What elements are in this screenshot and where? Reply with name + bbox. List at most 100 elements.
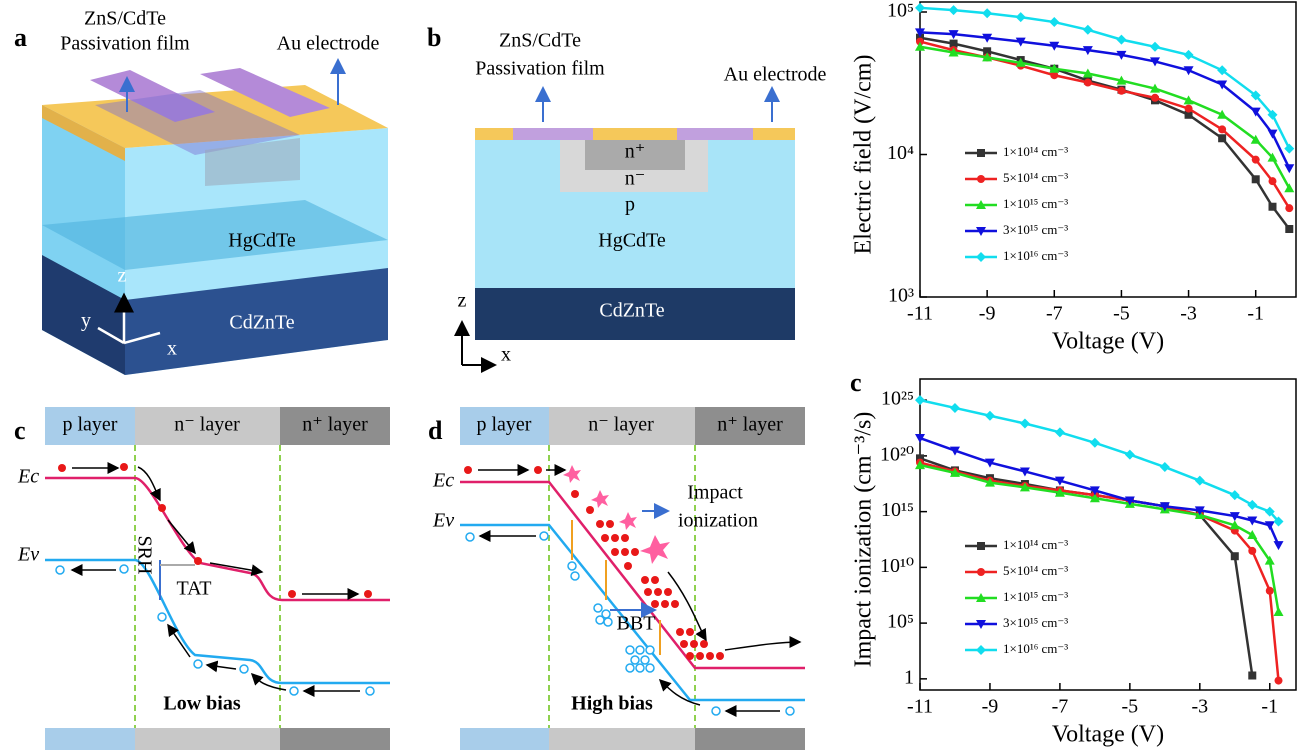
marker xyxy=(1218,134,1227,143)
y-tick-label: 10¹⁵ xyxy=(881,499,914,521)
layer-bar xyxy=(280,728,390,750)
marker xyxy=(1049,41,1060,51)
marker xyxy=(1184,110,1193,119)
electrode xyxy=(753,128,795,140)
marker xyxy=(1267,129,1278,139)
label: CdZnTe xyxy=(599,300,664,322)
marker xyxy=(1217,80,1228,90)
plot-frame xyxy=(919,378,1297,691)
label: HgCdTe xyxy=(228,230,296,252)
x-axis-title: Voltage (V) xyxy=(1052,329,1164,355)
label: Passivation film xyxy=(475,58,605,80)
label: HgCdTe xyxy=(598,230,666,252)
marker xyxy=(948,5,959,16)
axis-arrow xyxy=(123,331,161,345)
axis-label: x xyxy=(167,338,177,360)
marker xyxy=(1194,506,1205,516)
marker xyxy=(976,645,986,655)
marker xyxy=(1019,418,1030,429)
passivation xyxy=(513,128,593,140)
junction-region xyxy=(95,90,300,155)
marker xyxy=(915,41,925,51)
marker xyxy=(1019,482,1030,492)
layer-bar xyxy=(695,407,805,445)
y-tick-label: 10²⁵ xyxy=(881,388,914,410)
y-axis-title: Electric field (V/cm) xyxy=(851,55,877,255)
series-line xyxy=(919,36,1291,230)
marker xyxy=(1268,202,1277,211)
legend-label: 1×10¹⁵ cm⁻³ xyxy=(1003,589,1068,604)
x-tick-label: -11 xyxy=(907,303,933,325)
marker xyxy=(1089,493,1100,503)
marker xyxy=(1251,155,1260,164)
x-tick-label: -5 xyxy=(1122,696,1139,718)
band-label: Ev xyxy=(17,544,39,566)
band-label: Ec xyxy=(17,466,39,488)
electrons xyxy=(58,463,372,598)
label: Au electrode xyxy=(277,33,380,55)
marker xyxy=(1150,83,1160,93)
marker xyxy=(1229,490,1240,501)
marker xyxy=(1285,225,1294,234)
marker xyxy=(948,47,959,57)
marker xyxy=(1273,516,1284,527)
layer-label: p layer xyxy=(477,414,532,436)
marker xyxy=(1089,437,1100,448)
marker xyxy=(1274,676,1283,685)
marker xyxy=(1150,57,1160,67)
x-tick-label: -7 xyxy=(1046,303,1063,325)
marker xyxy=(1049,63,1060,73)
layer-label: n⁺ layer xyxy=(717,414,783,436)
layer-bar xyxy=(549,728,695,750)
marker xyxy=(1264,555,1275,565)
electrons xyxy=(464,466,724,660)
marker xyxy=(1124,449,1135,460)
x-tick-label: -1 xyxy=(1247,303,1264,325)
marker xyxy=(983,47,992,56)
y-tick-label: 10²⁰ xyxy=(880,443,914,465)
layer-label: n⁻ layer xyxy=(174,414,240,436)
marker xyxy=(1267,109,1278,120)
layer-label: n⁺ layer xyxy=(302,414,368,436)
marker xyxy=(949,467,960,477)
label: ZnS/CdTe xyxy=(84,8,166,30)
marker xyxy=(976,593,986,602)
legend-label: 1×10¹⁴ cm⁻³ xyxy=(1003,537,1068,552)
marker xyxy=(1184,104,1193,113)
marker xyxy=(1116,34,1127,45)
label: BBT xyxy=(617,613,656,635)
x-tick-label: -3 xyxy=(1180,303,1197,325)
marker xyxy=(1050,71,1059,80)
electrode xyxy=(475,128,513,140)
legend-label: 1×10¹⁶ cm⁻³ xyxy=(1003,248,1068,263)
marker xyxy=(1015,57,1026,67)
legend-label: 5×10¹⁴ cm⁻³ xyxy=(1003,563,1068,578)
marker xyxy=(1218,125,1227,134)
marker xyxy=(1082,68,1093,78)
marker xyxy=(1267,152,1278,162)
axis-label: z xyxy=(118,265,127,287)
marker xyxy=(984,477,995,487)
layer-bar xyxy=(460,728,549,750)
valence-band xyxy=(460,523,805,702)
holes xyxy=(55,564,375,696)
band-label: Ev xyxy=(432,510,454,532)
marker xyxy=(984,410,995,421)
marker xyxy=(976,620,986,629)
marker xyxy=(1015,12,1026,23)
marker xyxy=(976,227,986,236)
marker xyxy=(1019,467,1030,477)
y-tick-label: 10⁵ xyxy=(887,611,914,633)
marker xyxy=(949,39,958,48)
y-tick-label: 10³ xyxy=(888,285,914,307)
x-tick-label: -9 xyxy=(982,696,999,718)
label: Low bias xyxy=(163,693,240,715)
marker xyxy=(949,446,960,456)
marker xyxy=(1054,476,1065,486)
legend-label: 5×10¹⁴ cm⁻³ xyxy=(1003,170,1068,185)
legend-label: 3×10¹⁵ cm⁻³ xyxy=(1003,222,1068,237)
conduction-band xyxy=(45,476,390,602)
marker xyxy=(1284,143,1295,154)
